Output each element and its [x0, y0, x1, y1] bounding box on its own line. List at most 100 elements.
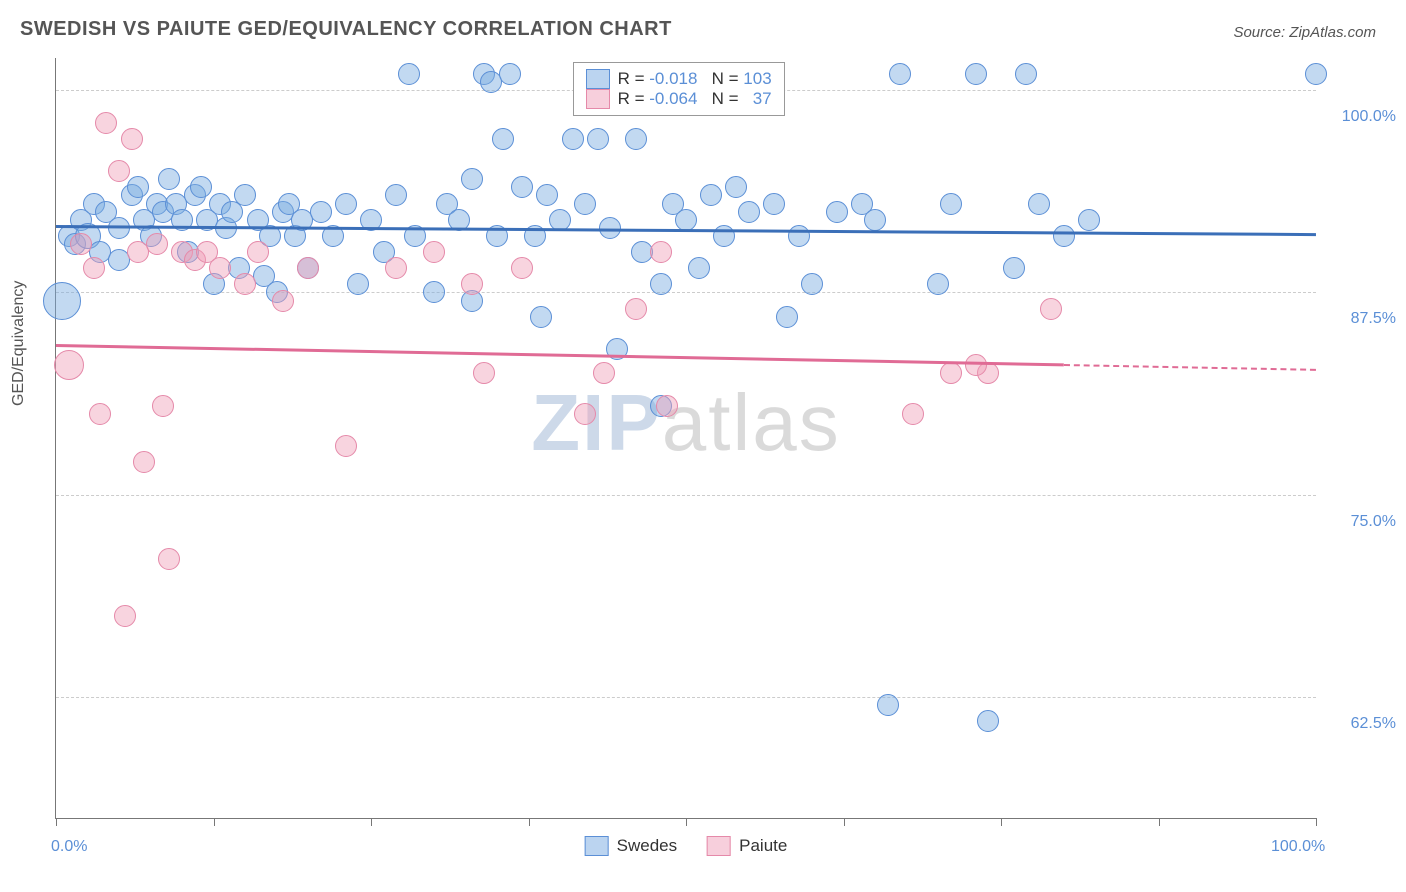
scatter-point	[587, 128, 609, 150]
legend-text: R = -0.064 N = 37	[618, 89, 772, 109]
scatter-point	[511, 176, 533, 198]
scatter-point	[574, 193, 596, 215]
scatter-point	[95, 112, 117, 134]
x-tick	[686, 818, 687, 826]
y-axis-label: GED/Equivalency	[10, 281, 28, 406]
scatter-point	[423, 281, 445, 303]
scatter-point	[398, 63, 420, 85]
scatter-point	[70, 233, 92, 255]
scatter-point	[108, 160, 130, 182]
scatter-point	[297, 257, 319, 279]
x-tick-label: 100.0%	[1271, 838, 1325, 856]
scatter-point	[536, 184, 558, 206]
series-legend: Swedes Paiute	[585, 836, 788, 856]
x-tick	[56, 818, 57, 826]
scatter-point	[209, 257, 231, 279]
scatter-point	[1305, 63, 1327, 85]
scatter-point	[83, 257, 105, 279]
scatter-point	[562, 128, 584, 150]
scatter-point	[1078, 209, 1100, 231]
scatter-point	[927, 273, 949, 295]
legend-label: Paiute	[739, 836, 787, 856]
scatter-point	[965, 354, 987, 376]
scatter-point	[1053, 225, 1075, 247]
y-tick-label: 100.0%	[1326, 108, 1396, 126]
scatter-point	[492, 128, 514, 150]
scatter-point	[272, 290, 294, 312]
x-tick	[1316, 818, 1317, 826]
scatter-point	[675, 209, 697, 231]
x-tick	[844, 818, 845, 826]
scatter-point	[656, 395, 678, 417]
scatter-point	[650, 273, 672, 295]
scatter-point	[121, 128, 143, 150]
legend-swatch	[585, 836, 609, 856]
legend-text: R = -0.018 N = 103	[618, 69, 772, 89]
scatter-point	[114, 605, 136, 627]
scatter-point	[902, 403, 924, 425]
legend-swatch	[586, 89, 610, 109]
scatter-point	[593, 362, 615, 384]
scatter-point	[385, 257, 407, 279]
scatter-point	[788, 225, 810, 247]
scatter-point	[43, 282, 81, 320]
stats-legend: R = -0.018 N = 103R = -0.064 N = 37	[573, 62, 785, 116]
scatter-point	[977, 710, 999, 732]
scatter-point	[499, 63, 521, 85]
scatter-point	[688, 257, 710, 279]
scatter-point	[158, 548, 180, 570]
scatter-point	[146, 233, 168, 255]
scatter-point	[335, 435, 357, 457]
scatter-point	[713, 225, 735, 247]
scatter-point	[423, 241, 445, 263]
legend-label: Swedes	[617, 836, 677, 856]
gridline	[56, 495, 1316, 496]
gridline	[56, 697, 1316, 698]
scatter-point	[511, 257, 533, 279]
scatter-point	[133, 451, 155, 473]
legend-swatch	[707, 836, 731, 856]
y-tick-label: 62.5%	[1326, 715, 1396, 733]
scatter-point	[461, 273, 483, 295]
scatter-point	[234, 184, 256, 206]
scatter-point	[940, 362, 962, 384]
x-tick	[529, 818, 530, 826]
scatter-point	[247, 241, 269, 263]
chart-source: Source: ZipAtlas.com	[1233, 24, 1376, 41]
x-tick	[214, 818, 215, 826]
scatter-point	[725, 176, 747, 198]
scatter-point	[877, 694, 899, 716]
scatter-point	[385, 184, 407, 206]
scatter-point	[530, 306, 552, 328]
plot-area: ZIPatlas 62.5%75.0%87.5%100.0%0.0%100.0%…	[55, 58, 1316, 819]
scatter-point	[89, 403, 111, 425]
trend-line	[56, 344, 1064, 366]
scatter-point	[335, 193, 357, 215]
scatter-point	[574, 403, 596, 425]
x-tick	[1159, 818, 1160, 826]
scatter-point	[461, 168, 483, 190]
legend-row: R = -0.064 N = 37	[586, 89, 772, 109]
legend-item: Swedes	[585, 836, 677, 856]
legend-swatch	[586, 69, 610, 89]
scatter-point	[1015, 63, 1037, 85]
scatter-point	[347, 273, 369, 295]
scatter-point	[310, 201, 332, 223]
scatter-point	[625, 128, 647, 150]
watermark-zip: ZIP	[531, 378, 661, 467]
scatter-point	[1003, 257, 1025, 279]
scatter-point	[1028, 193, 1050, 215]
scatter-point	[54, 350, 84, 380]
watermark: ZIPatlas	[531, 377, 840, 469]
scatter-point	[625, 298, 647, 320]
x-tick	[371, 818, 372, 826]
scatter-point	[127, 176, 149, 198]
scatter-point	[1040, 298, 1062, 320]
scatter-point	[738, 201, 760, 223]
scatter-point	[158, 168, 180, 190]
scatter-point	[776, 306, 798, 328]
watermark-atlas: atlas	[662, 378, 841, 467]
x-tick	[1001, 818, 1002, 826]
scatter-point	[650, 241, 672, 263]
legend-item: Paiute	[707, 836, 787, 856]
